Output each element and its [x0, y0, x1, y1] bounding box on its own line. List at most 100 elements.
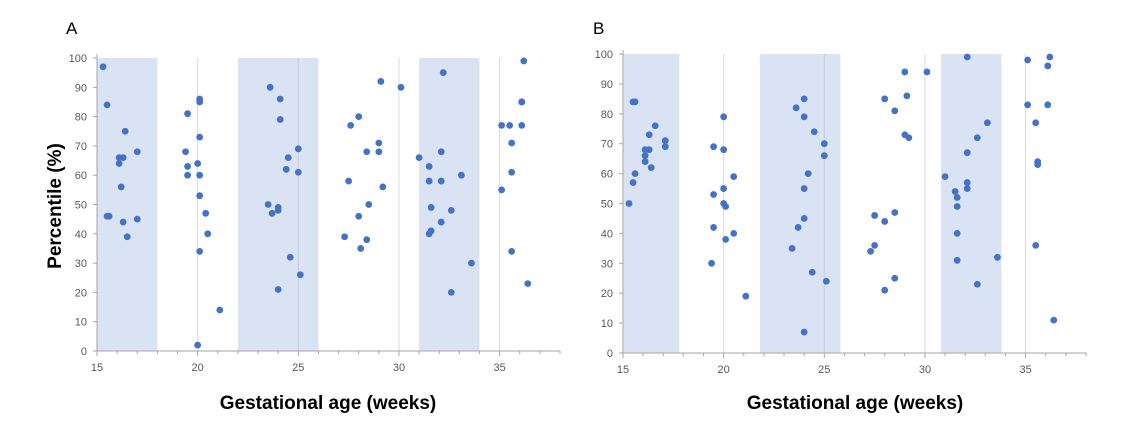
panel-b-xtick-label-25: 25: [818, 364, 830, 376]
panel-a-point-10: [121, 127, 129, 135]
panel-b-point-18: [708, 259, 715, 267]
panel-b-ytick-label-60: 60: [601, 169, 613, 181]
panel-b-ytick-label-70: 70: [601, 139, 613, 151]
panel-a-point-24: [202, 209, 210, 217]
panel-b-ytick-label-0: 0: [607, 348, 613, 360]
panel-b-point-80: [1050, 316, 1058, 324]
panel-b-point-57: [941, 173, 949, 180]
panel-a-point-69: [457, 171, 465, 179]
panel-b-point-77: [1044, 62, 1052, 70]
panel-a-ytick-label-20: 20: [75, 287, 87, 299]
panel-a-point-6: [115, 160, 123, 167]
panel-a-ytick-label-40: 40: [75, 229, 87, 241]
panel-a-point-35: [264, 201, 272, 208]
panel-b-point-14: [661, 143, 669, 151]
panel-a-point-11: [123, 233, 131, 241]
panel-b-point-52: [901, 68, 909, 76]
panel-b-point-19: [720, 113, 728, 121]
panel-b-point-1: [625, 200, 633, 207]
panel-a-point-74: [508, 139, 516, 147]
panel-a-ytick-label-30: 30: [75, 258, 87, 270]
panel-a-point-59: [425, 177, 433, 185]
panel-b-xtick-label-35: 35: [1019, 364, 1031, 376]
panel-a-point-16: [184, 163, 191, 170]
panel-b-point-64: [963, 149, 971, 157]
panel-a-point-48: [357, 245, 365, 252]
panel-a-ytick-label-80: 80: [75, 112, 87, 124]
panel-a-point-14: [184, 110, 191, 118]
panel-b-ytick-label-10: 10: [601, 318, 613, 330]
panel-b-point-33: [800, 185, 808, 192]
panel-b-point-67: [973, 134, 981, 142]
panel-a-point-34: [268, 209, 276, 217]
figure-ylabel: Percentile (%): [45, 143, 66, 269]
panel-a-point-68: [447, 289, 455, 296]
panel-a-ytick-label-100: 100: [69, 53, 87, 65]
panel-a-xtick-label-15: 15: [91, 362, 103, 374]
panel-a-point-41: [294, 168, 302, 176]
panel-a-point-47: [355, 212, 363, 220]
panel-a-point-71: [498, 121, 506, 129]
panel-b-point-8: [641, 158, 649, 166]
panel-b-point-20: [720, 146, 728, 154]
panel-a-band-3: [419, 58, 480, 351]
panel-b-point-53: [903, 92, 911, 100]
panel-a-point-27: [216, 306, 224, 314]
panel-b-point-65: [963, 179, 971, 186]
panel-b-xtick-label-20: 20: [718, 364, 730, 376]
panel-a-ytick-label-70: 70: [75, 141, 87, 153]
panel-a-point-30: [276, 95, 284, 103]
panel-b-xtick-label-30: 30: [919, 364, 931, 376]
panel-b-point-75: [1034, 161, 1042, 169]
panel-a-ytick-label-10: 10: [75, 317, 87, 329]
panel-b-point-23: [722, 203, 730, 210]
panel-b-point-28: [792, 104, 800, 112]
panel-a-point-31: [276, 116, 284, 123]
panel-a-xlabel: Gestational age (weeks): [220, 393, 436, 414]
panel-b-point-21: [720, 185, 728, 192]
panel-b-point-5: [631, 98, 639, 106]
panel-b-point-10: [645, 146, 653, 154]
panel-a-point-46: [355, 113, 363, 120]
panel-b: 0 10 20 30 40 50 60 70 80 90 100 15 20 25 30 35 B Gestati…: [593, 19, 1087, 414]
panel-b-point-35: [794, 224, 802, 231]
panel-b-letter: B: [593, 19, 604, 38]
panel-b-point-12: [651, 122, 659, 130]
panel-a-point-40: [294, 145, 302, 153]
panel-a-point-23: [196, 192, 204, 200]
panel-a-point-52: [375, 139, 383, 147]
panel-b-xlabel: Gestational age (weeks): [747, 393, 963, 414]
panel-b-point-25: [730, 173, 738, 180]
panel-b-point-40: [820, 152, 828, 160]
panel-b-point-38: [800, 328, 808, 336]
panel-a-point-29: [266, 83, 274, 91]
panel-b-point-69: [983, 119, 991, 127]
panel-b-point-56: [923, 68, 931, 76]
panel-b-point-47: [881, 218, 889, 225]
panel-a-point-60: [427, 204, 435, 211]
panel-a-ytick-label-90: 90: [75, 82, 87, 94]
panel-a-point-4: [105, 212, 113, 220]
panel-a-point-53: [375, 148, 383, 156]
panel-a-point-9: [119, 218, 127, 226]
panel-a-point-66: [437, 218, 445, 226]
panel-a-point-7: [117, 183, 125, 191]
panel-a-point-55: [379, 183, 387, 191]
panel-a-point-38: [286, 253, 294, 261]
panel-b-point-36: [788, 244, 796, 252]
panel-a-point-57: [415, 154, 423, 162]
panel-a-point-21: [196, 133, 204, 141]
panel-b-band-2: [759, 54, 841, 353]
panel-b-ytick-label-40: 40: [601, 228, 613, 240]
panel-a-point-22: [196, 171, 204, 179]
panel-a-point-28: [194, 341, 202, 349]
panel-a-point-51: [363, 236, 371, 244]
panel-a-point-72: [498, 186, 506, 194]
panel-b-point-42: [871, 212, 879, 219]
panel-a-point-80: [520, 57, 528, 65]
panel-a-point-76: [508, 247, 516, 255]
panel-b-ytick-label-30: 30: [601, 258, 613, 270]
panel-a-point-13: [133, 215, 141, 223]
